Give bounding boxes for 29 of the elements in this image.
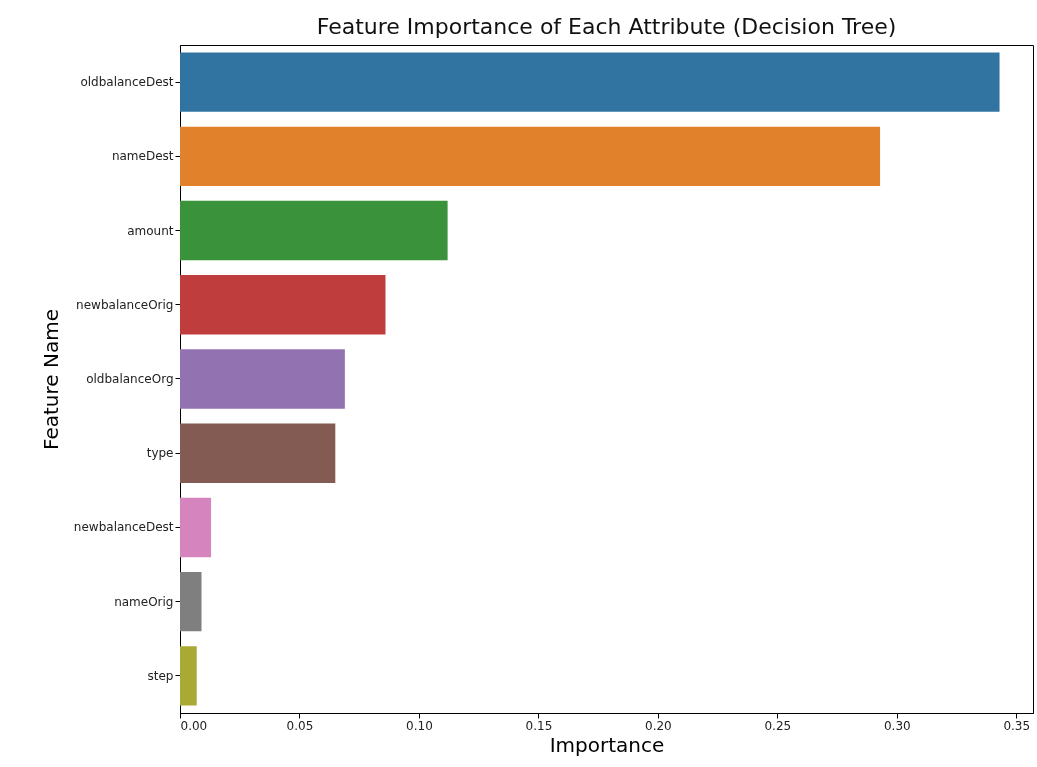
x-tick-label: 0.05 xyxy=(286,718,314,733)
x-axis-title: Importance xyxy=(549,732,665,757)
bar xyxy=(180,646,197,706)
y-tick-label: newbalanceDest xyxy=(73,520,174,535)
y-tick-label: nameOrig xyxy=(114,594,174,609)
x-tick-label: 0.30 xyxy=(883,718,911,733)
bar xyxy=(180,52,1000,112)
bar xyxy=(180,423,336,483)
y-tick-label: step xyxy=(147,668,174,683)
x-tick-label: 0.35 xyxy=(1003,718,1031,733)
x-tick-label: 0.10 xyxy=(406,718,433,733)
x-tick-label: 0.00 xyxy=(180,718,208,733)
x-tick-label: 0.15 xyxy=(525,718,553,733)
y-tick-label: amount xyxy=(127,223,174,238)
bar xyxy=(180,275,386,335)
x-tick-label: 0.25 xyxy=(764,718,792,733)
y-axis-title: Feature Name xyxy=(38,309,63,450)
bar xyxy=(180,571,202,632)
x-tick-label: 0.20 xyxy=(645,718,672,733)
y-tick-label: nameDest xyxy=(111,149,174,164)
y-tick-label: oldbalanceOrg xyxy=(86,372,174,386)
bar xyxy=(180,200,448,261)
bar xyxy=(180,126,881,187)
y-tick-label: type xyxy=(146,446,174,461)
y-tick-label: newbalanceOrig xyxy=(76,297,174,312)
bar xyxy=(180,349,345,409)
bar xyxy=(180,497,212,558)
y-tick-label: oldbalanceDest xyxy=(80,75,174,90)
chart-title: Feature Importance of Each Attribute (Decision Tree) xyxy=(316,14,897,39)
